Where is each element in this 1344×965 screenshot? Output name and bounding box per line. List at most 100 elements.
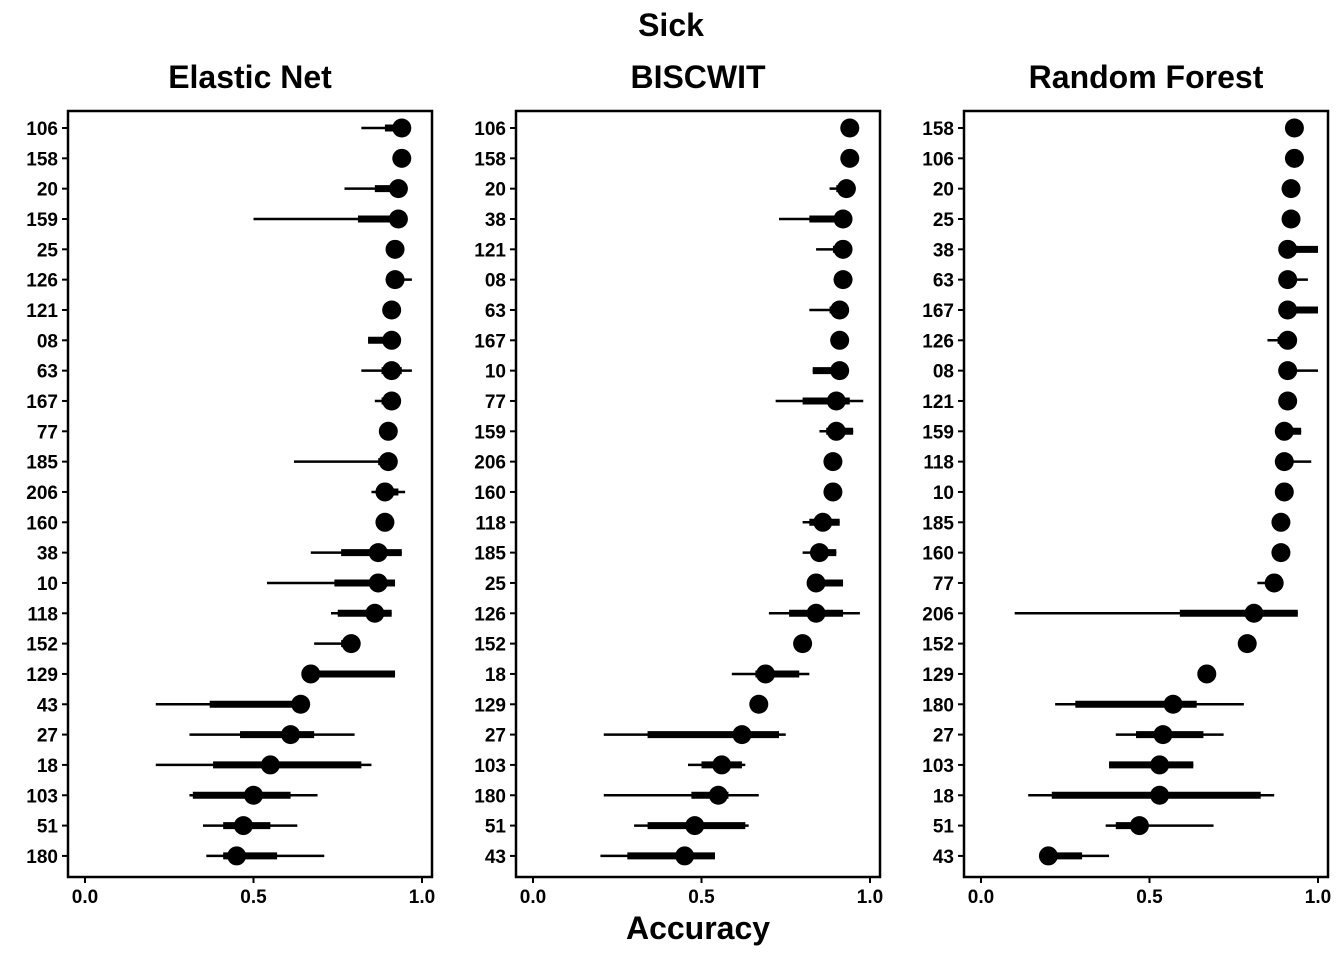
point-estimate (1197, 664, 1217, 684)
point-estimate (301, 664, 321, 684)
point-estimate (368, 573, 388, 593)
panels: Elastic Net 0.0 0.5 1.0 106 158 20 159 25 126 121 0… (26, 59, 1331, 908)
y-tick-label: 43 (933, 847, 954, 868)
y-tick-label: 167 (922, 301, 954, 322)
y-tick-label: 38 (37, 544, 58, 565)
x-tick-label: 1.0 (409, 887, 435, 908)
y-tick-label: 159 (922, 422, 954, 443)
point-estimate (1038, 846, 1058, 866)
y-tick-label: 27 (485, 726, 506, 747)
point-estimate (756, 664, 776, 684)
point-estimate (806, 603, 826, 623)
y-tick-label: 160 (26, 513, 58, 534)
x-tick-label: 0.0 (72, 887, 98, 908)
y-tick-label: 63 (37, 362, 58, 383)
point-estimate (1163, 694, 1183, 714)
y-tick-label: 25 (933, 210, 955, 231)
panel-1: Elastic Net 0.0 0.5 1.0 106 158 20 159 25 126 121 0… (26, 59, 435, 908)
y-tick-label: 106 (474, 119, 506, 140)
point-estimate (388, 179, 408, 199)
y-tick-label: 129 (474, 695, 506, 716)
point-estimate (823, 482, 843, 502)
y-tick-label: 20 (485, 180, 506, 201)
y-tick-label: 152 (474, 635, 506, 656)
y-tick-label: 51 (933, 817, 955, 838)
y-tick-label: 129 (922, 665, 954, 686)
y-tick-label: 180 (26, 847, 58, 868)
point-estimate (382, 330, 402, 350)
y-tick-label: 08 (37, 331, 58, 352)
y-tick-label: 206 (26, 483, 58, 504)
point-estimate (382, 391, 402, 411)
point-estimate (830, 361, 850, 381)
y-tick-label: 51 (485, 817, 507, 838)
point-estimate (1264, 573, 1284, 593)
panel-frame (962, 109, 1330, 879)
point-estimate (382, 300, 402, 320)
y-tick-label: 206 (474, 453, 506, 474)
y-tick-label: 185 (922, 513, 954, 534)
y-tick-label: 206 (922, 604, 954, 625)
point-estimate (830, 300, 850, 320)
x-tick-label: 0.5 (1136, 887, 1163, 908)
point-estimate (1274, 421, 1294, 441)
y-tick-label: 08 (933, 362, 954, 383)
point-estimate (260, 755, 280, 775)
y-tick-label: 43 (485, 847, 506, 868)
point-estimate (382, 361, 402, 381)
x-tick-label: 1.0 (857, 887, 883, 908)
point-estimate (826, 391, 846, 411)
y-tick-label: 63 (485, 301, 506, 322)
figure-title: Sick (638, 7, 704, 43)
x-tick-label: 0.5 (240, 887, 267, 908)
y-tick-label: 180 (474, 786, 506, 807)
point-estimate (1153, 725, 1173, 745)
y-tick-label: 160 (922, 544, 954, 565)
y-tick-label: 77 (933, 574, 954, 595)
point-estimate (388, 209, 408, 229)
point-estimate (806, 573, 826, 593)
point-estimate (833, 209, 853, 229)
panel-2: BISCWIT 0.0 0.5 1.0 106 158 20 38 121 08 63 167 10 77… (474, 59, 883, 908)
y-tick-label: 25 (37, 240, 59, 261)
point-estimate (1237, 634, 1257, 654)
y-tick-label: 185 (474, 544, 506, 565)
point-estimate (826, 421, 846, 441)
y-tick-label: 167 (26, 392, 58, 413)
y-tick-label: 152 (922, 635, 954, 656)
point-estimate (840, 118, 860, 138)
point-estimate (1278, 330, 1298, 350)
point-estimate (1129, 816, 1149, 836)
point-estimate (392, 148, 412, 168)
point-estimate (368, 543, 388, 563)
y-tick-label: 129 (26, 665, 58, 686)
y-tick-label: 152 (26, 635, 58, 656)
point-estimate (341, 634, 361, 654)
point-estimate (378, 421, 398, 441)
point-estimate (1281, 209, 1301, 229)
point-estimate (749, 694, 769, 714)
point-estimate (385, 239, 405, 259)
point-estimate (732, 725, 752, 745)
point-estimate (840, 148, 860, 168)
point-estimate (1278, 391, 1298, 411)
point-estimate (809, 543, 829, 563)
y-tick-label: 126 (26, 271, 58, 292)
point-estimate (823, 452, 843, 472)
point-estimate (1284, 148, 1304, 168)
panel-3: Random Forest 0.0 0.5 1.0 158 106 20 25 38 63 167 1… (922, 59, 1331, 908)
point-estimate (1244, 603, 1264, 623)
y-tick-label: 167 (474, 331, 506, 352)
y-tick-label: 25 (485, 574, 507, 595)
y-tick-label: 103 (474, 756, 506, 777)
y-tick-label: 158 (26, 149, 58, 170)
y-tick-label: 63 (933, 271, 954, 292)
point-estimate (378, 452, 398, 472)
y-tick-label: 106 (922, 149, 954, 170)
y-tick-label: 126 (474, 604, 506, 625)
point-estimate (708, 785, 728, 805)
point-estimate (375, 482, 395, 502)
y-tick-label: 180 (922, 695, 954, 716)
y-tick-label: 126 (922, 331, 954, 352)
